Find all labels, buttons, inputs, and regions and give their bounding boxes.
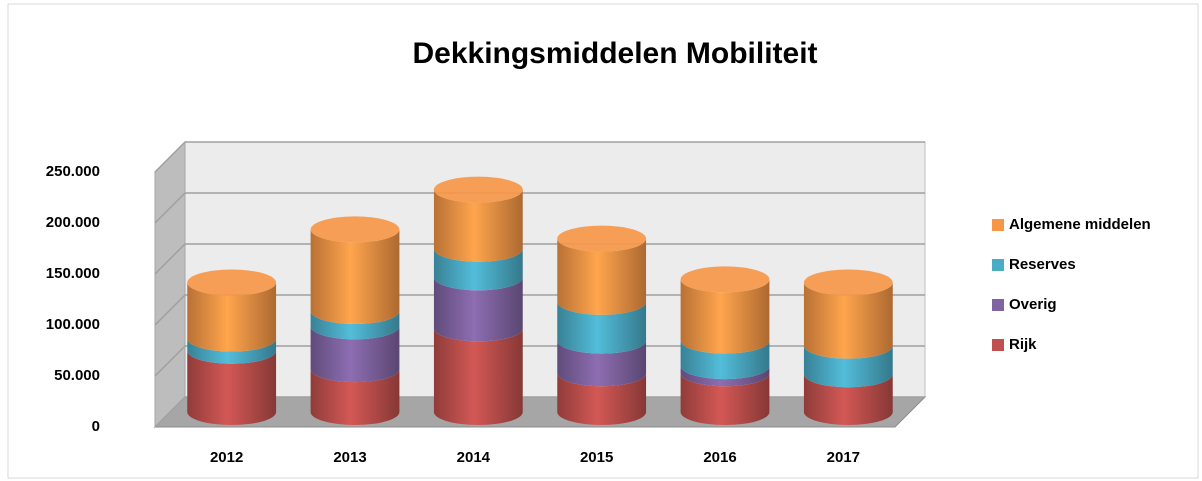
grid-line-side: [154, 141, 186, 173]
y-tick-label: 150.000: [46, 265, 100, 282]
y-tick-label: 0: [92, 418, 100, 435]
cylinder-segment: [803, 374, 893, 425]
cylinder-top: [310, 216, 400, 243]
cylinder-segment: [680, 340, 770, 380]
cylinder-segment: [680, 373, 770, 425]
y-tick-label: 200.000: [46, 214, 100, 231]
x-tick-label: 2014: [457, 449, 491, 466]
cylinder-segment: [310, 229, 400, 325]
cylinder-segment: [433, 248, 523, 291]
legend-swatch: [992, 339, 1004, 351]
cylinder-segment: [433, 189, 523, 262]
legend-label: Rijk: [1009, 336, 1037, 353]
cylinder-segment: [803, 345, 893, 388]
cylinder-segment: [187, 282, 277, 352]
cylinder-segment: [557, 301, 647, 354]
x-tick-label: 2015: [580, 449, 613, 466]
cylinder-segment: [680, 279, 770, 354]
cylinder-segment: [310, 326, 400, 383]
cylinder-segment: [803, 282, 893, 359]
cylinder-segment: [557, 340, 647, 387]
y-tick-label: 100.000: [46, 316, 100, 333]
grid-line-side: [154, 396, 186, 428]
grid-line-side: [154, 243, 186, 275]
side-wall: [154, 140, 186, 429]
cylinder-top: [803, 269, 893, 296]
chart-title: Dekkingsmiddelen Mobiliteit: [412, 37, 817, 70]
grid-line-side: [154, 345, 186, 377]
x-tick-label: 2017: [827, 449, 860, 466]
legend-label: Overig: [1009, 296, 1057, 313]
cylinder-segment: [187, 350, 277, 425]
cylinder-top: [680, 266, 770, 293]
y-tick-label: 250.000: [46, 163, 100, 180]
legend-label: Algemene middelen: [1009, 216, 1151, 233]
legend-label: Reserves: [1009, 256, 1076, 273]
x-tick-label: 2016: [703, 449, 736, 466]
cylinder-segment: [557, 238, 647, 315]
x-tick-label: 2012: [210, 449, 243, 466]
cylinder-segment: [680, 366, 770, 387]
cylinder-segment: [310, 369, 400, 425]
cylinder-segment: [557, 373, 647, 425]
legend-swatch: [992, 219, 1004, 231]
x-tick-label: 2013: [333, 449, 366, 466]
grid-line-side: [154, 294, 186, 326]
grid-line-side: [154, 192, 186, 224]
y-tick-label: 50.000: [54, 367, 100, 384]
cylinder-segment: [433, 277, 523, 342]
cylinder-segment: [433, 328, 523, 425]
legend-swatch: [992, 299, 1004, 311]
legend-swatch: [992, 259, 1004, 271]
cylinder-segment: [310, 311, 400, 340]
cylinder-top: [187, 269, 277, 296]
cylinder-top: [433, 176, 523, 203]
cylinder-top: [557, 225, 647, 252]
cylinder-segment: [187, 338, 277, 364]
